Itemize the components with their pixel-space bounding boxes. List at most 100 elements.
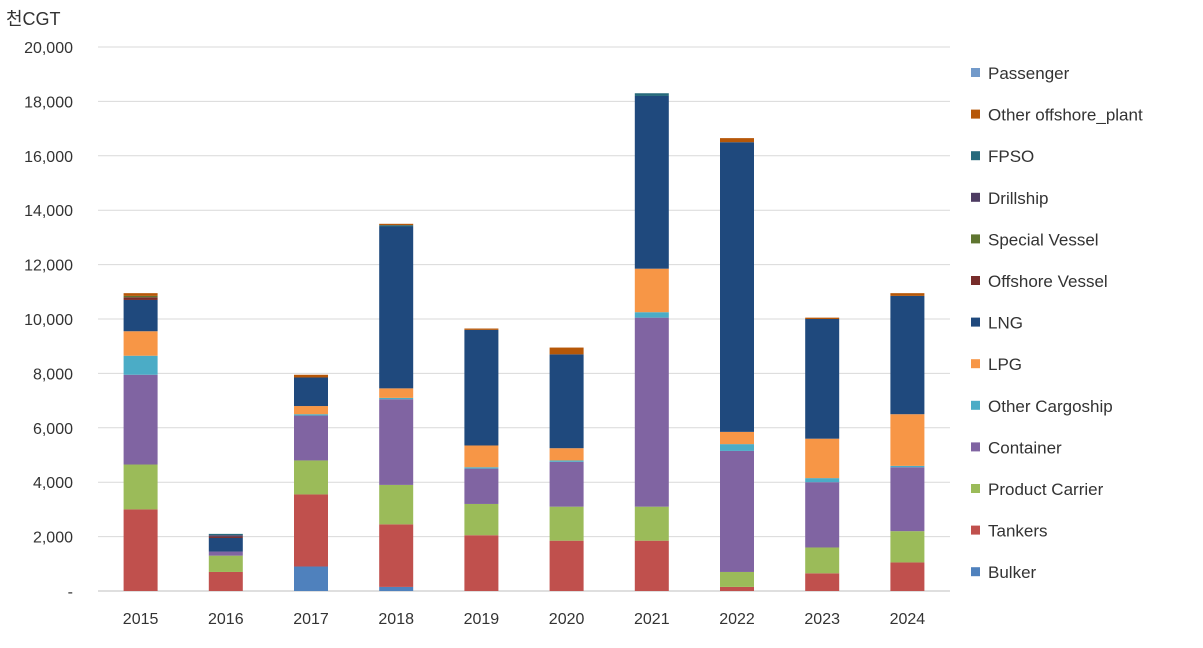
bar-segment-2021-product-carrier [634, 506, 669, 541]
bar-segment-2016-drillship [208, 535, 243, 537]
bar-segment-2016-offshore-vessel [208, 536, 243, 538]
bar-segment-2017-other-offshore-plant [294, 374, 328, 378]
x-tick-label: 2021 [634, 611, 670, 628]
legend-label: Other offshore_plant [988, 106, 1143, 125]
legend-swatch [971, 276, 980, 285]
bar-segment-2018-other-cargoship [379, 397, 414, 400]
bar-segment-2015-product-carrier [123, 464, 158, 510]
bar-segment-2024-tankers [890, 562, 925, 591]
legend-swatch [971, 567, 980, 577]
legend-label: Bulker [988, 563, 1037, 582]
bar-segment-2016-container [208, 551, 243, 556]
bar-segment-2021-lpg [634, 268, 669, 313]
legend-label: Special Vessel [988, 230, 1099, 249]
bar-segment-2022-lng [720, 142, 754, 432]
bars [123, 93, 925, 591]
x-tick-label: 2015 [123, 611, 159, 628]
bar-segment-2015-lng [123, 299, 158, 332]
bar-segment-2024-other-offshore-plant [890, 293, 925, 296]
bar-segment-2015-lpg [123, 331, 158, 356]
bar-segment-2019-lpg [464, 445, 499, 468]
legend-swatch [971, 525, 980, 535]
x-tick-label: 2017 [293, 611, 329, 628]
bar-segment-2015-offshore-vessel [123, 297, 158, 300]
bar-segment-2017-tankers [294, 494, 328, 567]
bar-segment-2021-other-cargoship [634, 312, 669, 318]
legend-swatch [971, 68, 980, 77]
bar-segment-2022-other-cargoship [720, 444, 754, 451]
bar-segment-2022-other-offshore-plant [720, 138, 754, 143]
bar-segment-2021-container [634, 317, 669, 507]
y-axis-ticks: - 2,000 4,000 6,000 8,000 10,000 12,000 14,000 1… [24, 40, 73, 601]
bar-segment-2022-product-carrier [720, 571, 754, 587]
bar-segment-2022-container [720, 450, 754, 572]
bar-segment-2023-lng [805, 319, 840, 439]
legend-swatch [971, 400, 980, 410]
bar-segment-2018-lpg [379, 388, 414, 398]
y-tick-label: 10,000 [24, 312, 73, 329]
legend-swatch [971, 359, 980, 369]
x-tick-label: 2020 [549, 611, 585, 628]
bar-segment-2018-product-carrier [379, 484, 414, 525]
bar-segment-2018-other-offshore-plant [379, 223, 414, 226]
x-tick-label: 2016 [208, 611, 244, 628]
legend-label: Passenger [988, 64, 1070, 83]
bar-segment-2024-container [890, 467, 925, 532]
x-tick-label: 2019 [464, 611, 500, 628]
bar-segment-2015-other-offshore-plant [123, 293, 158, 296]
bar-segment-2020-lng [549, 354, 584, 449]
bar-segment-2019-other-offshore-plant [464, 328, 499, 330]
y-tick-label: 20,000 [24, 40, 73, 57]
x-tick-label: 2018 [378, 611, 414, 628]
bar-segment-2019-product-carrier [464, 503, 499, 536]
bar-segment-2020-other-offshore-plant [549, 347, 584, 355]
y-tick-label: 2,000 [33, 530, 73, 547]
bar-segment-2017-container [294, 415, 328, 461]
legend-label: LPG [988, 355, 1022, 374]
bar-segment-2017-lpg [294, 406, 328, 415]
bar-segment-2015-container [123, 374, 158, 465]
bar-segment-2018-tankers [379, 524, 414, 587]
legend-swatch [971, 317, 980, 327]
bar-segment-2015-tankers [123, 509, 158, 591]
bar-segment-2018-fpso [379, 225, 414, 227]
bar-segment-2023-container [805, 482, 840, 548]
legend-label: Other Cargoship [988, 397, 1113, 416]
legend-swatch [971, 151, 980, 161]
legend-label: Product Carrier [988, 480, 1104, 499]
y-tick-label: 4,000 [33, 475, 73, 492]
bar-segment-2023-product-carrier [805, 547, 840, 574]
bar-segment-2022-lpg [720, 431, 754, 445]
legend-swatch [971, 109, 980, 119]
bar-segment-2017-other-cargoship [294, 414, 328, 416]
bar-segment-2016-product-carrier [208, 555, 243, 572]
bar-segment-2020-container [549, 461, 584, 507]
bar-segment-2020-product-carrier [549, 506, 584, 541]
bar-segment-2023-other-cargoship [805, 478, 840, 483]
bar-segment-2015-other-cargoship [123, 355, 158, 375]
bar-segment-2018-container [379, 399, 414, 485]
y-tick-label: 18,000 [24, 94, 73, 111]
bar-segment-2017-bulker [294, 566, 328, 591]
bar-segment-2023-lpg [805, 438, 840, 479]
legend-swatch [971, 442, 980, 452]
legend-swatch [971, 192, 980, 202]
x-tick-label: 2022 [719, 611, 755, 628]
y-tick-label: 14,000 [24, 203, 73, 220]
y-tick-label: 16,000 [24, 149, 73, 166]
bar-segment-2022-tankers [720, 586, 754, 591]
legend-swatch [971, 484, 980, 493]
bar-segment-2019-container [464, 468, 499, 504]
bar-segment-2018-lng [379, 226, 414, 389]
y-tick-label: - [68, 584, 73, 601]
bar-segment-2023-tankers [805, 573, 840, 591]
bar-segment-2016-lng [208, 537, 243, 552]
bar-segment-2020-other-cargoship [549, 460, 584, 462]
bar-segment-2020-lpg [549, 448, 584, 461]
x-tick-label: 2023 [804, 611, 840, 628]
x-axis-ticks: 2015 2016 2017 2018 2019 2020 2021 2022 2023 2024 [123, 611, 925, 628]
legend-label: Container [988, 438, 1062, 457]
legend-label: FPSO [988, 147, 1034, 166]
legend-label: LNG [988, 314, 1023, 333]
